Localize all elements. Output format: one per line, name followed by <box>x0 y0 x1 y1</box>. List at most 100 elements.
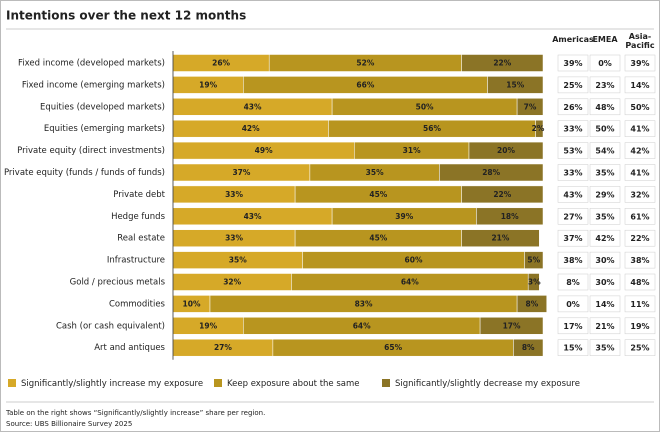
bar-segment <box>527 273 540 291</box>
value-label: 56% <box>423 124 441 133</box>
source: Source: UBS Billionaire Survey 2025 <box>6 420 132 428</box>
table-cell <box>557 273 589 291</box>
value-label: 33% <box>225 234 243 243</box>
table-cell <box>589 120 621 137</box>
category-label: Private equity (funds / funds of funds) <box>4 168 165 178</box>
table-value: 19% <box>630 322 649 331</box>
value-label: 26% <box>212 59 230 68</box>
table-value: 35% <box>595 212 614 221</box>
table-value: 33% <box>563 125 582 134</box>
table-value: 29% <box>595 190 614 199</box>
table-cell <box>589 98 621 116</box>
category-label: Gold / precious metals <box>70 278 166 288</box>
table-cell <box>624 98 656 116</box>
table-cell <box>589 317 621 335</box>
value-label: 10% <box>183 299 201 308</box>
value-label: 43% <box>244 102 262 111</box>
bar-segment <box>535 119 544 138</box>
legend-label: Keep exposure about the same <box>227 379 360 389</box>
table-value: 50% <box>630 103 649 112</box>
table-cell <box>589 273 621 291</box>
table-cell <box>589 208 621 225</box>
table-value: 15% <box>563 344 582 353</box>
table-cell <box>624 317 656 335</box>
value-label: 22% <box>493 190 511 199</box>
table-value: 25% <box>563 81 582 90</box>
table-value: 14% <box>630 81 649 90</box>
category-label: Fixed income (emerging markets) <box>22 80 165 90</box>
value-label: 35% <box>366 168 384 177</box>
table-cell <box>589 54 621 72</box>
table-cell <box>624 186 656 203</box>
table-cell <box>557 164 589 181</box>
table-value: 43% <box>563 190 582 199</box>
value-label: 49% <box>255 146 273 155</box>
value-label: 5% <box>527 256 540 265</box>
table-value: 53% <box>563 147 582 156</box>
table-value: 27% <box>563 212 582 221</box>
table-cell <box>557 295 589 313</box>
bar-segment <box>476 207 544 226</box>
table-value: 37% <box>563 234 582 243</box>
table-value: 35% <box>595 344 614 353</box>
table-cell <box>557 208 589 225</box>
value-label: 33% <box>225 190 243 199</box>
table-cell <box>589 164 621 181</box>
table-cell <box>624 229 656 247</box>
table-value: 30% <box>595 278 614 287</box>
category-label: Commodities <box>109 299 166 309</box>
table-value: 26% <box>563 103 582 112</box>
table-cell <box>624 164 656 181</box>
value-label: 22% <box>493 59 511 68</box>
bar-segment <box>439 163 544 182</box>
value-label: 32% <box>223 278 241 287</box>
table-cell <box>557 54 589 72</box>
table-cell <box>624 76 656 94</box>
bar-segment <box>468 141 544 160</box>
value-label: 21% <box>491 234 509 243</box>
table-cell <box>557 142 589 159</box>
footnote: Table on the right shows “Significantly/… <box>5 409 265 417</box>
value-label: 65% <box>384 343 402 352</box>
value-label: 2% <box>532 124 545 133</box>
table-header: Americas <box>552 35 594 44</box>
legend-swatch <box>8 379 16 387</box>
bar-segment <box>487 76 544 94</box>
category-label: Equities (developed markets) <box>40 102 165 112</box>
table-value: 25% <box>630 344 649 353</box>
table-value: 39% <box>563 59 582 68</box>
table-cell <box>589 339 621 356</box>
table-cell <box>557 98 589 116</box>
bar-segment <box>461 229 540 247</box>
table-value: 0% <box>566 300 580 309</box>
table-value: 48% <box>630 278 649 287</box>
value-label: 45% <box>369 190 387 199</box>
table-value: 0% <box>598 59 612 68</box>
table-value: 41% <box>630 125 649 134</box>
table-value: 21% <box>595 322 614 331</box>
legend-swatch <box>382 379 390 387</box>
category-label: Private equity (direct investments) <box>17 146 165 156</box>
value-label: 45% <box>369 234 387 243</box>
bar-segment <box>479 317 544 335</box>
table-header: EMEA <box>592 35 618 44</box>
table-cell <box>589 229 621 247</box>
value-label: 64% <box>401 278 419 287</box>
table-value: 35% <box>595 169 614 178</box>
table-cell <box>624 120 656 137</box>
table-cell <box>557 76 589 94</box>
value-label: 52% <box>356 59 374 68</box>
category-label: Real estate <box>117 234 165 244</box>
table-value: 61% <box>630 212 649 221</box>
value-label: 66% <box>356 80 374 89</box>
table-cell <box>557 317 589 335</box>
legend-label: Significantly/slightly decrease my expos… <box>395 379 580 389</box>
value-label: 27% <box>214 343 232 352</box>
legend-label: Significantly/slightly increase my expos… <box>21 379 203 389</box>
value-label: 19% <box>199 321 217 330</box>
table-value: 14% <box>595 300 614 309</box>
value-label: 8% <box>522 343 535 352</box>
value-label: 8% <box>526 299 539 308</box>
value-label: 17% <box>503 321 521 330</box>
